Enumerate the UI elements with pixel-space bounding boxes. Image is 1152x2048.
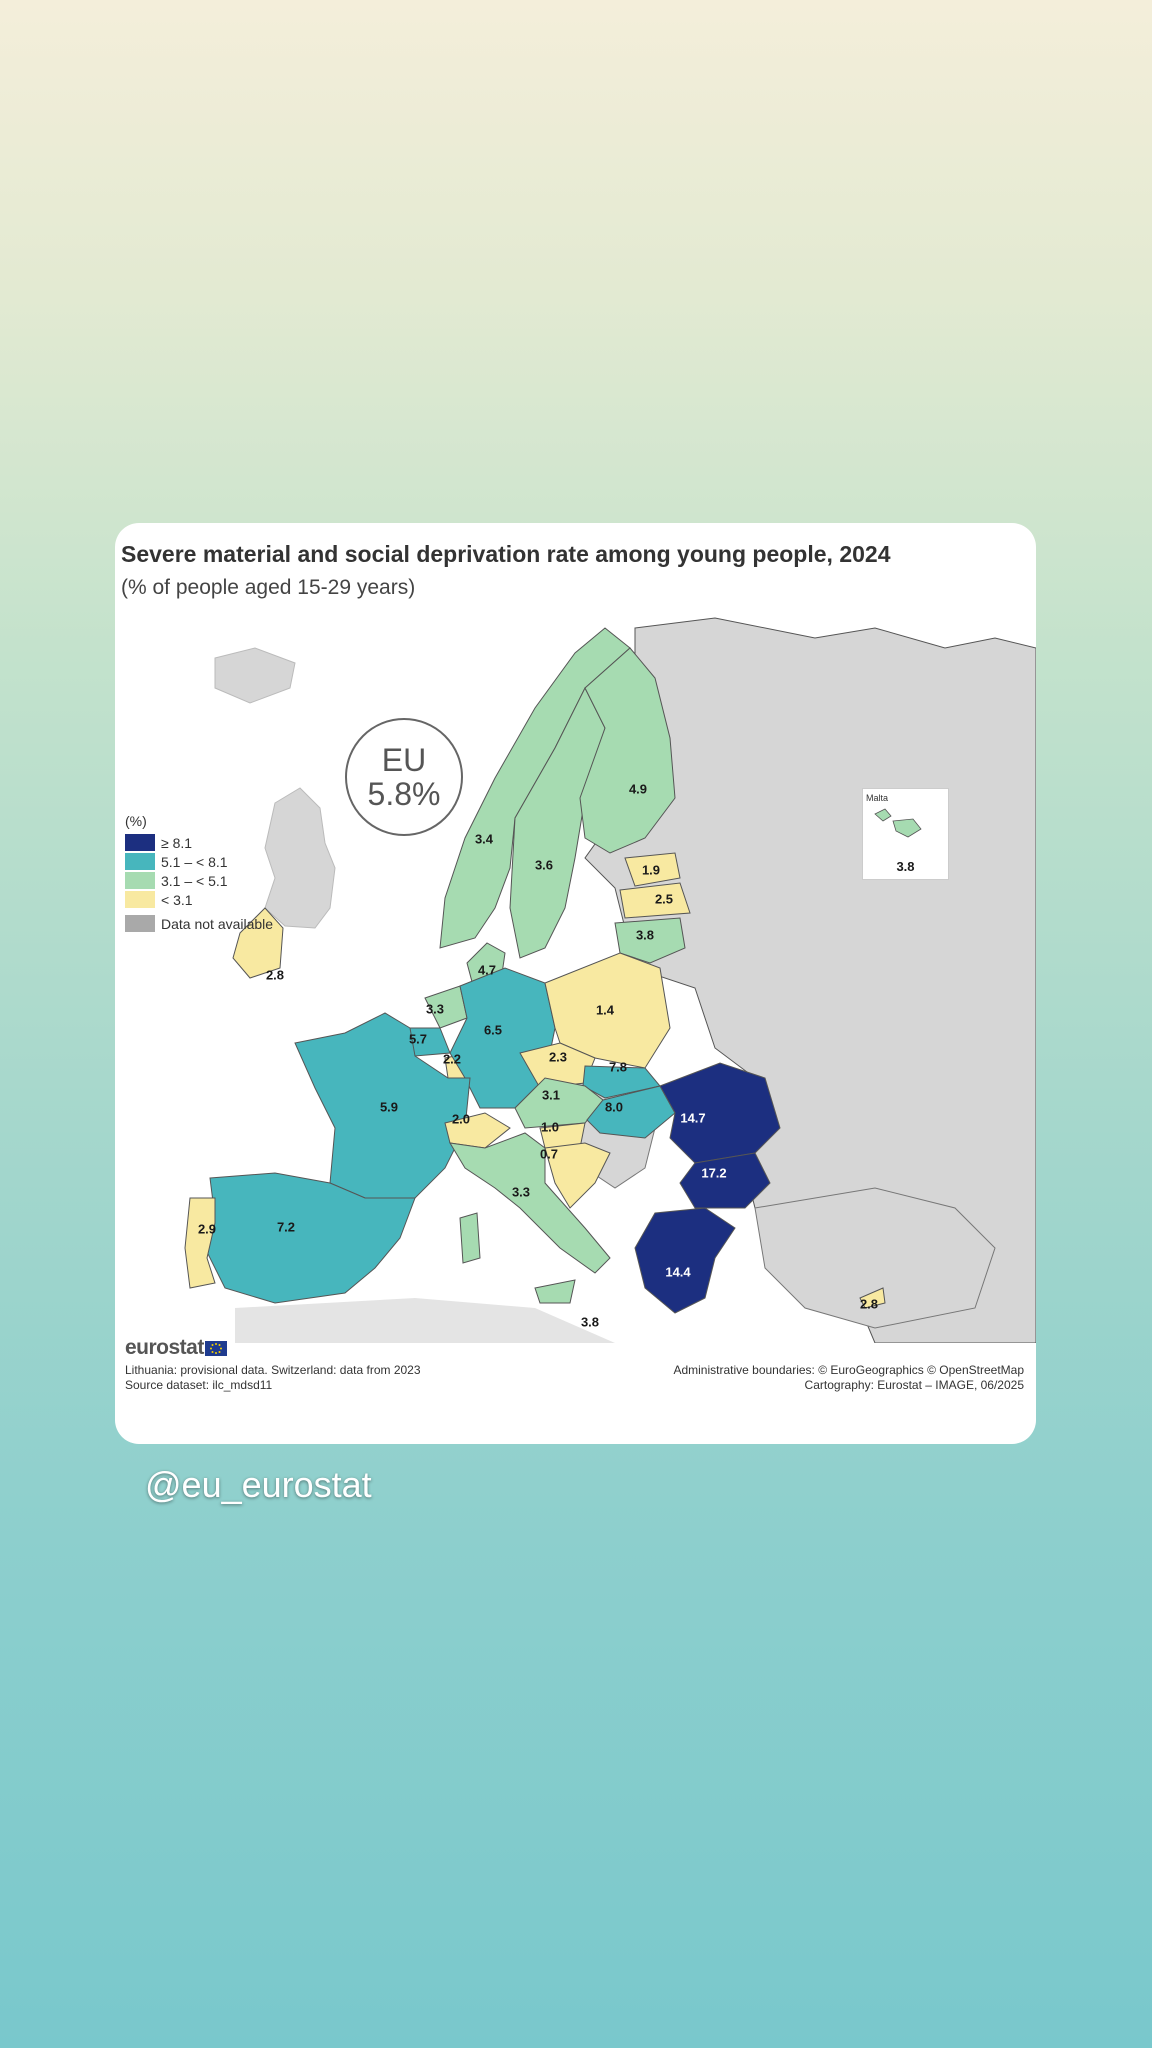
legend-swatch bbox=[125, 872, 155, 889]
legend-swatch bbox=[125, 853, 155, 870]
footer-credit-2: Cartography: Eurostat – IMAGE, 06/2025 bbox=[804, 1378, 1024, 1392]
malta-value: 3.8 bbox=[896, 859, 915, 874]
value-denmark: 4.7 bbox=[478, 962, 496, 977]
legend-item: ≥ 8.1 bbox=[125, 833, 273, 852]
region-greece bbox=[634, 1207, 736, 1314]
footer-note-2: Source dataset: ilc_mdsd11 bbox=[125, 1378, 273, 1392]
legend-item-na: Data not available bbox=[125, 914, 273, 933]
eu-flag-icon bbox=[204, 1340, 227, 1356]
value-poland: 1.4 bbox=[596, 1002, 615, 1017]
value-ireland: 2.8 bbox=[266, 967, 284, 982]
value-portugal: 2.9 bbox=[198, 1221, 216, 1236]
value-slovakia: 7.8 bbox=[609, 1059, 627, 1074]
footer-credits: Administrative boundaries: © EuroGeograp… bbox=[673, 1363, 1024, 1393]
region-italy bbox=[449, 1132, 611, 1274]
legend-title: (%) bbox=[125, 813, 147, 829]
legend-swatch bbox=[125, 915, 155, 932]
value-sicily-malta: 3.8 bbox=[581, 1314, 599, 1329]
value-france: 5.9 bbox=[380, 1099, 398, 1114]
region-estonia bbox=[624, 852, 681, 887]
value-luxembourg: 2.2 bbox=[443, 1051, 461, 1066]
region-finland bbox=[579, 647, 676, 854]
value-switzerland: 2.0 bbox=[452, 1111, 470, 1126]
value-labels: 4.9 3.4 3.6 1.9 2.5 3.8 4.7 2.8 3.3 5.7 … bbox=[198, 781, 878, 1329]
region-sicily bbox=[534, 1279, 576, 1304]
map-legend: (%) ≥ 8.1 5.1 – < 8.1 3.1 – < 5.1 < 3.1 … bbox=[125, 813, 273, 933]
region-croatia bbox=[544, 1142, 611, 1209]
value-spain: 7.2 bbox=[277, 1219, 295, 1234]
value-romania: 14.7 bbox=[680, 1110, 705, 1125]
legend-label: 3.1 – < 5.1 bbox=[161, 872, 228, 889]
region-cyprus bbox=[859, 1287, 886, 1309]
region-bulgaria bbox=[679, 1152, 771, 1209]
region-portugal bbox=[184, 1197, 216, 1289]
value-netherlands: 3.3 bbox=[426, 1001, 444, 1016]
value-bulgaria: 17.2 bbox=[701, 1165, 726, 1180]
region-switzerland bbox=[444, 1112, 511, 1149]
legend-label: 5.1 – < 8.1 bbox=[161, 853, 228, 870]
region-sardinia bbox=[459, 1212, 481, 1264]
malta-name: Malta bbox=[866, 793, 889, 803]
legend-swatch bbox=[125, 834, 155, 851]
value-germany: 6.5 bbox=[484, 1022, 502, 1037]
value-croatia: 0.7 bbox=[540, 1146, 558, 1161]
value-belgium: 5.7 bbox=[409, 1031, 427, 1046]
region-uk bbox=[264, 787, 336, 929]
legend-label: ≥ 8.1 bbox=[161, 834, 193, 851]
value-czechia: 2.3 bbox=[549, 1049, 567, 1064]
value-hungary: 8.0 bbox=[605, 1099, 623, 1114]
region-iceland bbox=[214, 647, 296, 704]
region-north-africa bbox=[235, 1298, 615, 1343]
footer-note-1: Lithuania: provisional data. Switzerland… bbox=[125, 1363, 421, 1377]
legend-item: 5.1 – < 8.1 bbox=[125, 852, 273, 871]
value-cyprus: 2.8 bbox=[860, 1296, 878, 1311]
region-latvia bbox=[619, 882, 691, 919]
account-handle[interactable]: @eu_eurostat bbox=[145, 1464, 372, 1505]
eu-badge-label: EU bbox=[381, 742, 427, 778]
value-austria: 3.1 bbox=[542, 1087, 560, 1102]
legend-label: Data not available bbox=[161, 915, 274, 932]
value-italy: 3.3 bbox=[512, 1184, 530, 1199]
legend-swatch bbox=[125, 891, 155, 908]
value-estonia: 1.9 bbox=[642, 862, 660, 877]
value-lithuania: 3.8 bbox=[636, 927, 654, 942]
footer-notes: Lithuania: provisional data. Switzerland… bbox=[125, 1363, 421, 1393]
map-title: Severe material and social deprivation r… bbox=[121, 541, 891, 567]
value-finland: 4.9 bbox=[629, 781, 647, 796]
map-svg: 4.9 3.4 3.6 1.9 2.5 3.8 4.7 2.8 3.3 5.7 … bbox=[115, 608, 1036, 1343]
eu-average-badge: EU 5.8% bbox=[345, 718, 463, 836]
region-slovakia bbox=[582, 1065, 661, 1099]
europe-map: 4.9 3.4 3.6 1.9 2.5 3.8 4.7 2.8 3.3 5.7 … bbox=[115, 608, 1036, 1343]
legend-item: < 3.1 bbox=[125, 890, 273, 909]
value-latvia: 2.5 bbox=[655, 891, 673, 906]
region-ireland bbox=[232, 907, 284, 979]
legend-item: 3.1 – < 5.1 bbox=[125, 871, 273, 890]
value-sweden: 3.6 bbox=[535, 857, 553, 872]
malta-inset: Malta 3.8 bbox=[862, 788, 949, 880]
value-greece: 14.4 bbox=[665, 1264, 691, 1279]
malta-shape bbox=[874, 808, 922, 838]
logo-text: eurostat bbox=[125, 1336, 204, 1359]
value-norway: 3.4 bbox=[475, 831, 494, 846]
value-slovenia: 1.0 bbox=[541, 1119, 559, 1134]
eurostat-logo: eurostat bbox=[125, 1336, 227, 1360]
footer-credit-1: Administrative boundaries: © EuroGeograp… bbox=[673, 1363, 1024, 1377]
eu-badge-value: 5.8% bbox=[367, 776, 441, 812]
legend-label: < 3.1 bbox=[161, 891, 193, 908]
region-sweden bbox=[509, 686, 606, 959]
map-card: Severe material and social deprivation r… bbox=[115, 523, 1036, 1444]
region-lithuania bbox=[614, 917, 686, 964]
map-subtitle: (% of people aged 15-29 years) bbox=[121, 576, 416, 599]
region-turkey bbox=[754, 1187, 996, 1329]
